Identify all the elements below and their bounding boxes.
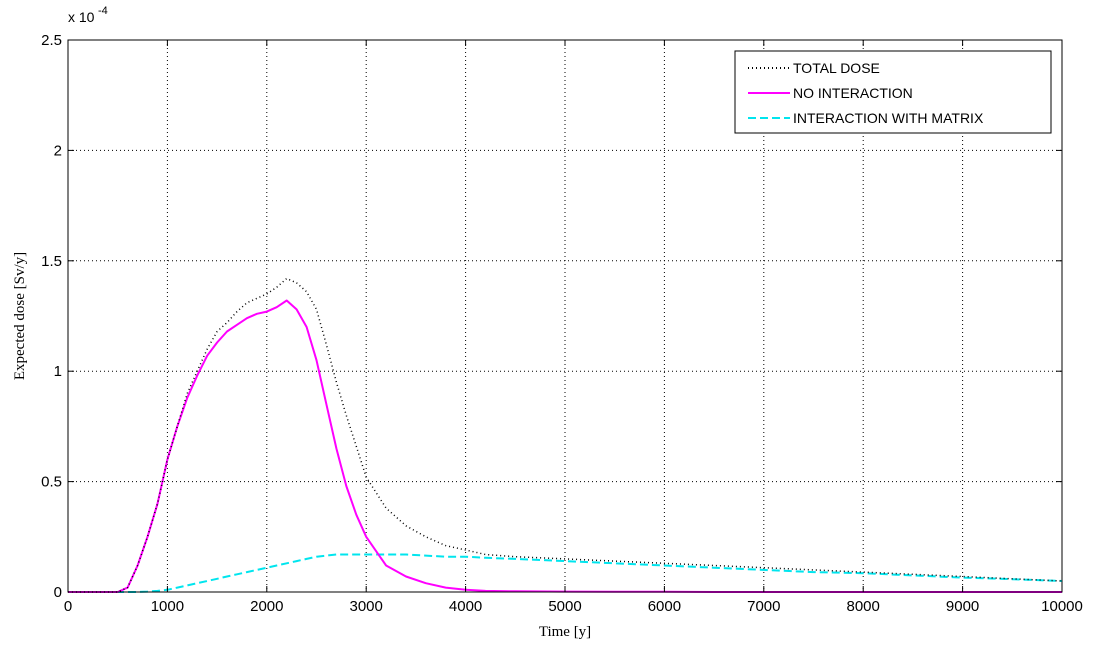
- ticks: [67, 39, 1063, 593]
- legend-label-total-dose: TOTAL DOSE: [793, 60, 880, 76]
- y-tick-label: 0: [54, 584, 62, 601]
- x-tick-label: 5000: [548, 598, 581, 615]
- y-axis-label: Expected dose [Sv/y]: [12, 252, 28, 380]
- x-tick-label: 10000: [1041, 598, 1083, 615]
- y-scale-label: x 10: [68, 9, 95, 25]
- legend-label-no-interaction: NO INTERACTION: [793, 85, 913, 101]
- x-axis-label: Time [y]: [539, 624, 591, 640]
- y-tick-label: 0.5: [41, 474, 62, 491]
- x-tick-label: 0: [64, 598, 72, 615]
- legend-label-interaction-with-matrix: INTERACTION WITH MATRIX: [793, 110, 984, 126]
- x-tick-label: 4000: [449, 598, 482, 615]
- x-tick-label: 7000: [747, 598, 780, 615]
- series-interaction-with-matrix: [68, 553, 1063, 593]
- y-tick-label: 1.5: [41, 253, 62, 270]
- x-tick-label: 2000: [250, 598, 283, 615]
- y-scale-exponent: -4: [98, 5, 108, 17]
- x-tick-label: 1000: [151, 598, 184, 615]
- x-tick-label: 8000: [847, 598, 880, 615]
- x-tick-label: 6000: [648, 598, 681, 615]
- y-tick-label: 2: [54, 142, 62, 159]
- x-tick-label: 9000: [946, 598, 979, 615]
- x-tick-label: 3000: [350, 598, 383, 615]
- y-tick-label: 1: [54, 363, 62, 380]
- legend: TOTAL DOSE NO INTERACTION INTERACTION WI…: [734, 50, 1052, 134]
- y-tick-label: 2.5: [41, 32, 62, 49]
- tick-labels: 0 1000 2000 3000 4000 5000 6000 7000 8000 9000 100…: [41, 32, 1083, 615]
